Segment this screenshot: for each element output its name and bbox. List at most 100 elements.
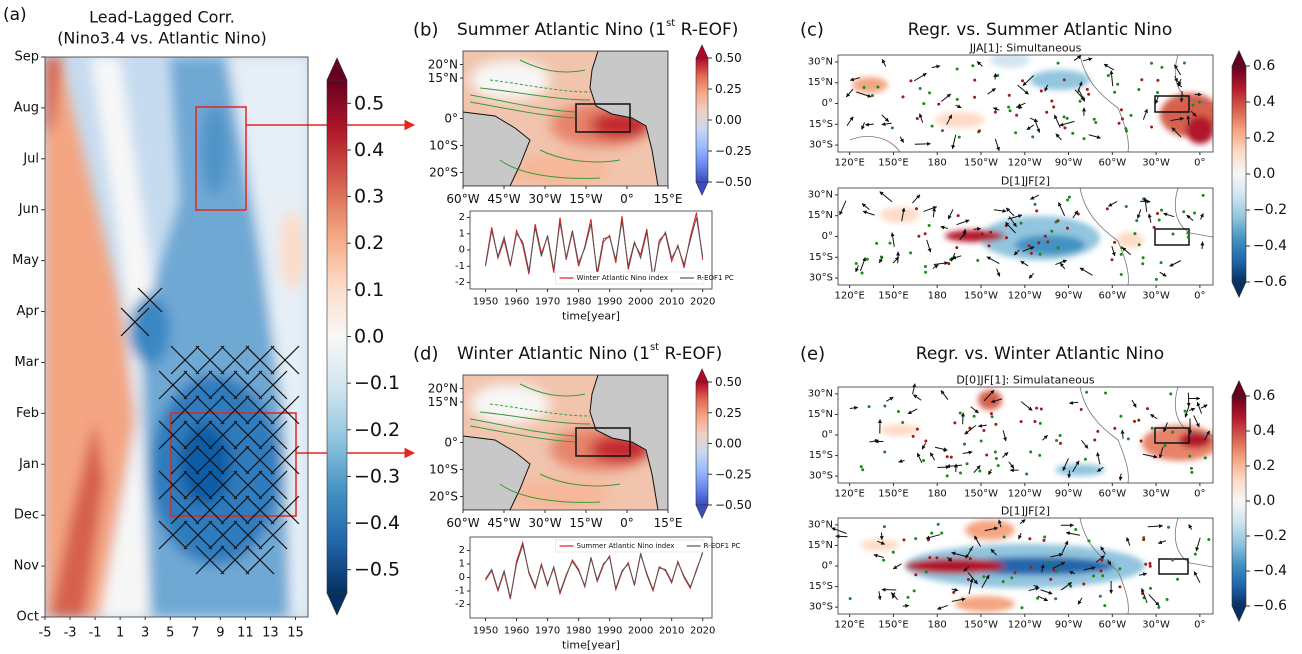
panel-label: (b)	[413, 20, 438, 41]
significance-dot	[1040, 407, 1043, 410]
x-tick-label: 9	[216, 626, 224, 641]
significance-dot	[973, 415, 976, 418]
wind-vector	[1164, 213, 1175, 216]
significance-dot	[994, 450, 997, 453]
y-tick-label: 15°S	[809, 450, 833, 461]
wind-vector	[836, 536, 848, 537]
significance-dot	[1194, 553, 1197, 556]
significance-dot	[940, 532, 943, 535]
significance-dot	[1150, 126, 1153, 129]
x-tick-label: 120°E	[834, 291, 864, 302]
significance-dot	[966, 462, 969, 465]
colorbar-tick-label: 0.4	[1253, 423, 1275, 439]
x-tick-label: 1960	[504, 297, 529, 308]
y-tick-label: 15°S	[809, 252, 833, 263]
significance-dot	[1020, 420, 1023, 423]
wind-vector	[941, 94, 950, 102]
x-tick-label: 30°W	[528, 192, 561, 206]
significance-dot	[919, 87, 922, 90]
significance-dot	[1140, 440, 1143, 443]
global-map-field	[880, 207, 1144, 260]
significance-dot	[1188, 455, 1191, 458]
significance-dot	[916, 428, 919, 431]
wind-vector	[1112, 246, 1115, 256]
significance-dot	[1056, 219, 1059, 222]
title-superscript: st	[666, 18, 675, 29]
y-tick-label: 0	[459, 572, 465, 583]
significance-dot	[1157, 606, 1160, 609]
significance-dot	[922, 459, 925, 462]
x-tick-label: 150°E	[878, 620, 908, 631]
significance-dot	[1079, 100, 1082, 103]
title-text: Winter Atlantic Nino (1	[457, 344, 650, 364]
y-tick-label: 20°N	[428, 382, 458, 396]
wind-vector	[1029, 273, 1034, 278]
wind-vector	[1139, 573, 1147, 575]
chart-title: Regr. vs. Summer Atlantic Nino	[908, 20, 1172, 40]
significance-dot	[1187, 236, 1190, 239]
y-tick-label: Dec	[14, 508, 39, 523]
wind-vector	[1089, 135, 1101, 138]
significance-dot	[937, 523, 940, 526]
significance-dot	[1125, 130, 1128, 133]
colorbar-tick-label: 0.0	[1253, 166, 1275, 182]
significance-dot	[1096, 430, 1099, 433]
x-tick-label: 0°	[1194, 291, 1205, 302]
significance-dot	[909, 79, 912, 82]
colorbar-extend	[696, 369, 708, 382]
x-tick-label: 60°W	[1099, 489, 1127, 500]
significance-dot	[1127, 437, 1130, 440]
x-tick-label: 15°E	[654, 516, 683, 530]
correlation-field	[45, 57, 308, 617]
wind-vector	[926, 535, 940, 539]
significance-dot	[1031, 135, 1034, 138]
significance-dot	[1153, 226, 1156, 229]
significance-dot	[902, 538, 905, 541]
significance-dot	[915, 207, 918, 210]
significance-dot	[976, 259, 979, 262]
wind-vector	[974, 229, 981, 230]
significance-dot	[1119, 415, 1122, 418]
title-superscript: st	[650, 342, 659, 353]
significance-dot	[971, 64, 974, 67]
x-tick-label: 0°	[620, 516, 634, 530]
wind-vector	[1017, 103, 1025, 107]
significance-dot	[924, 439, 927, 442]
series-line	[486, 545, 703, 598]
wind-vector	[1158, 541, 1166, 544]
y-tick-label: 20°S	[429, 490, 458, 504]
significance-dot	[1135, 219, 1138, 222]
significance-dot	[1043, 539, 1046, 542]
x-tick-label: 1980	[566, 626, 591, 637]
wind-vector	[893, 564, 901, 569]
significance-dot	[1120, 253, 1123, 256]
significance-dot	[1009, 109, 1012, 112]
y-tick-label: 15°S	[809, 119, 833, 130]
significance-dot	[997, 464, 1000, 467]
significance-dot	[1085, 391, 1088, 394]
wind-vector	[1149, 214, 1151, 223]
significance-dot	[1063, 126, 1066, 129]
colorbar-tick-label: 0.00	[715, 113, 742, 127]
significance-dot	[1160, 66, 1163, 69]
wind-vector	[860, 257, 865, 271]
significance-dot	[1113, 241, 1116, 244]
significance-dot	[995, 457, 998, 460]
x-tick-label: 45°W	[487, 192, 520, 206]
significance-dot	[1077, 213, 1080, 216]
x-tick-label: 120°W	[1008, 158, 1042, 169]
x-axis-title: time[year]	[562, 639, 620, 651]
wind-vector	[886, 397, 893, 401]
colorbar-tick-label: −0.50	[715, 498, 752, 512]
wind-vector	[937, 605, 947, 609]
wind-vector	[1021, 402, 1032, 411]
wind-vector	[1122, 430, 1123, 439]
wind-vector	[948, 209, 953, 219]
y-tick-label: -1	[455, 261, 465, 272]
y-tick-label: Jul	[22, 151, 39, 166]
significance-dot	[988, 244, 991, 247]
significance-dot	[994, 111, 997, 114]
wind-vector	[1170, 261, 1181, 267]
y-tick-label: 30°N	[808, 189, 833, 200]
